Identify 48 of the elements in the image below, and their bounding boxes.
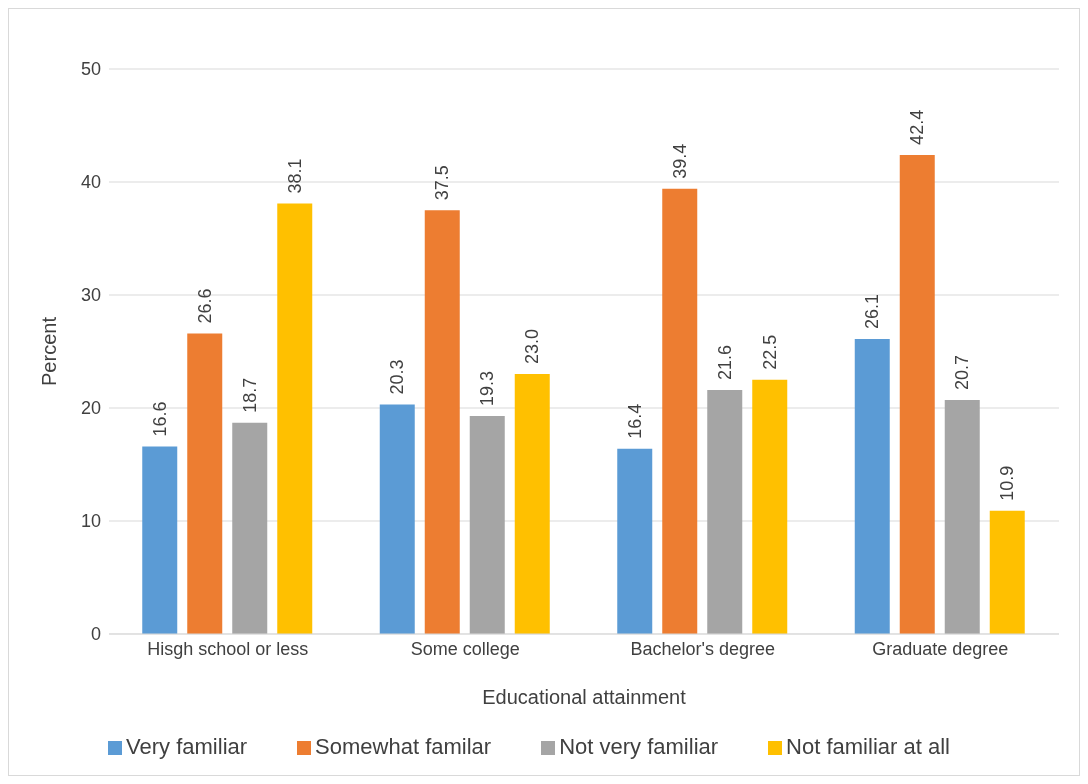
y-axis-title: Percent (38, 316, 61, 386)
bar (899, 154, 935, 634)
legend-label: Very familiar (126, 734, 248, 759)
data-label: 19.3 (477, 370, 498, 406)
data-label: 22.5 (759, 334, 780, 370)
bar (187, 333, 223, 634)
data-label: 16.6 (149, 401, 170, 437)
x-axis-title: Educational attainment (482, 686, 687, 708)
data-label: 38.1 (284, 158, 305, 194)
y-tick-label: 0 (90, 624, 101, 645)
bar (469, 415, 505, 634)
x-tick-label: Some college (410, 638, 520, 659)
y-tick-label: 40 (80, 172, 101, 193)
data-label: 10.9 (997, 465, 1018, 501)
bar (379, 404, 415, 634)
x-tick-label: Bachelor's degree (630, 638, 776, 659)
data-label: 20.3 (387, 359, 408, 395)
data-label: 42.4 (907, 109, 928, 145)
data-label: 26.1 (862, 294, 883, 330)
data-label: 16.4 (624, 403, 645, 439)
legend-label: Not familiar at all (786, 734, 950, 759)
data-label: 23.0 (522, 329, 543, 365)
bar (424, 210, 460, 634)
bar (617, 448, 653, 634)
bar (854, 339, 890, 634)
y-tick-label: 50 (80, 59, 101, 80)
data-label: 37.5 (432, 165, 453, 201)
y-tick-label: 30 (80, 285, 101, 306)
bar (142, 446, 178, 634)
bar (232, 422, 268, 634)
bar (707, 389, 743, 634)
legend-label: Somewhat familar (315, 734, 492, 759)
x-tick-label: Graduate degree (872, 638, 1009, 659)
data-label: 18.7 (239, 377, 260, 413)
bar (277, 203, 313, 634)
data-label: 21.6 (714, 344, 735, 380)
data-label: 39.4 (669, 143, 690, 179)
x-tick-label: Hisgh school or less (147, 638, 309, 659)
data-label: 26.6 (194, 288, 215, 324)
bar (944, 400, 980, 634)
y-tick-label: 10 (80, 511, 101, 532)
y-tick-label: 20 (80, 398, 101, 419)
legend-label: Not very familiar (559, 734, 719, 759)
bar (662, 188, 698, 634)
bar (752, 379, 788, 634)
data-label: 20.7 (952, 355, 973, 391)
bar (514, 374, 550, 634)
bar (989, 510, 1025, 634)
